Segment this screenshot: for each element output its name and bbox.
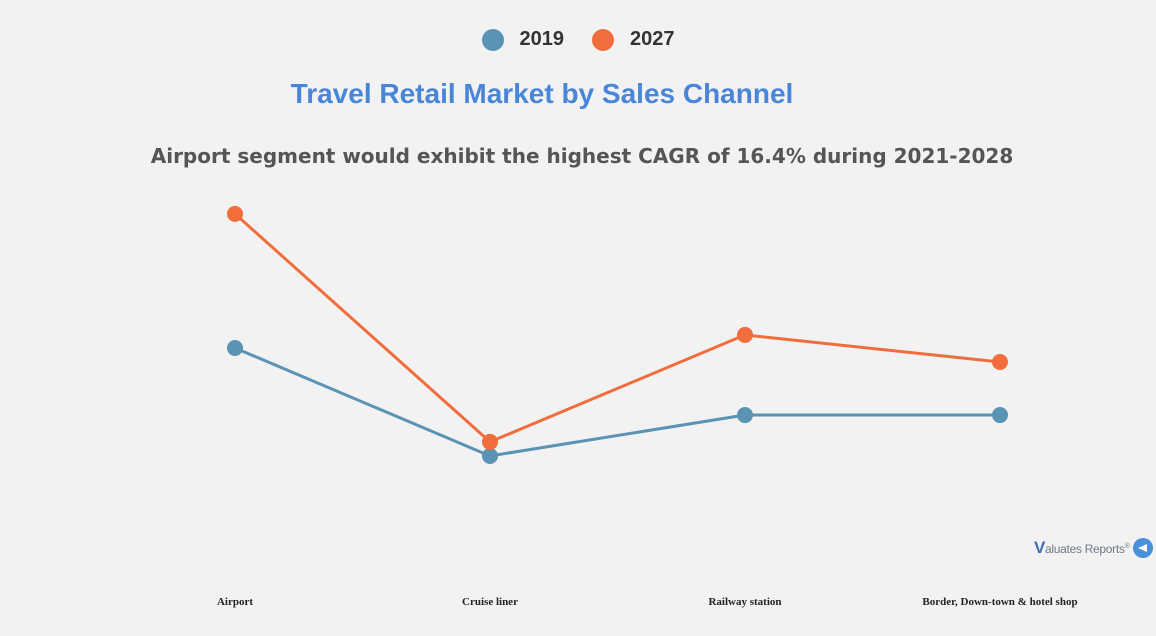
- brand-mark: ®: [1124, 543, 1130, 550]
- data-point-2019-airport[interactable]: [227, 339, 243, 356]
- legend-item-2027[interactable]: 2027: [592, 28, 675, 51]
- data-point-2027-railway-station[interactable]: [737, 326, 753, 343]
- data-point-2019-railway-station[interactable]: [737, 407, 753, 424]
- brand-name: Valuates Reports®: [1034, 538, 1130, 558]
- x-tick-label-airport: Airport: [216, 596, 254, 608]
- legend-item-2019[interactable]: 2019: [481, 28, 565, 51]
- legend-marker-2019: [481, 28, 504, 51]
- brand-logo: Valuates Reports®: [1034, 538, 1154, 558]
- data-point-2027-airport[interactable]: [227, 205, 243, 222]
- brand-initial: V: [1034, 538, 1046, 557]
- x-tick-label-cruise-liner: Cruise liner: [462, 596, 518, 608]
- series-line-2019: [234, 346, 1000, 458]
- data-point-2019-cruise-liner[interactable]: [482, 447, 498, 464]
- series-line-2027: [234, 212, 1001, 444]
- valuates-logo-icon: [1133, 538, 1154, 558]
- x-tick-label-border-downtown-hotel: Border, Down-town & hotel shop: [922, 596, 1078, 608]
- data-point-2027-cruise-liner[interactable]: [482, 433, 498, 450]
- chart-subtitle: Airport segment would exhibit the highes…: [150, 144, 1014, 168]
- legend-label-2019: 2019: [519, 28, 565, 50]
- data-point-2019-border-down-town-hotel-shop[interactable]: [992, 407, 1008, 424]
- data-point-2027-border-down-town-hotel-shop[interactable]: [992, 354, 1008, 371]
- brand-text: aluates Reports: [1045, 542, 1125, 556]
- chart-title: Travel Retail Market by Sales Channel: [290, 78, 794, 109]
- x-tick-label-railway-station: Railway station: [708, 596, 782, 608]
- legend: 2019 2027: [0, 28, 1156, 51]
- legend-label-2027: 2027: [630, 28, 675, 50]
- legend-marker-2027: [592, 28, 614, 51]
